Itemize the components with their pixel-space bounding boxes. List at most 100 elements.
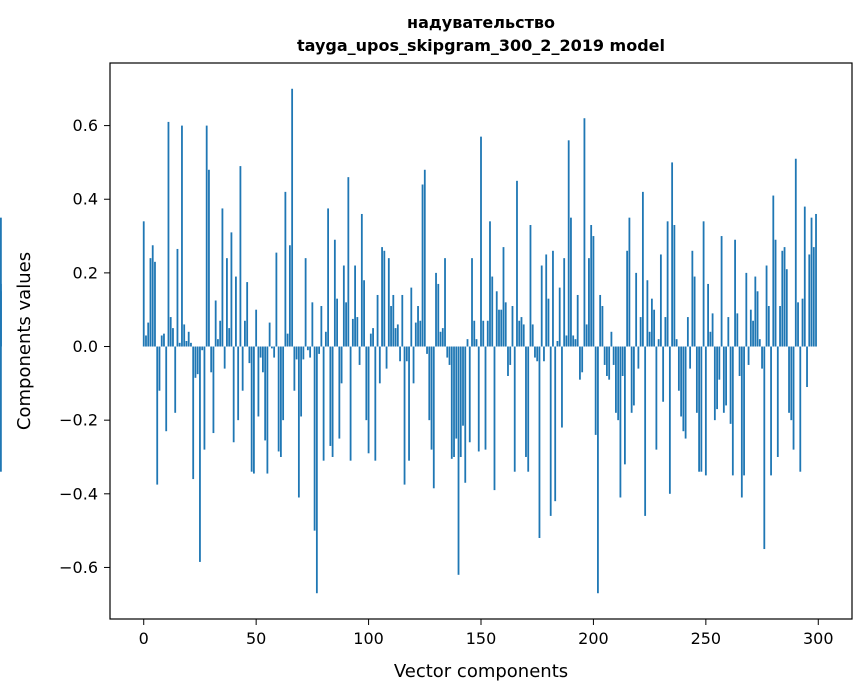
bar-196 [583,118,586,347]
bar-197 [585,324,588,347]
bar-205 [603,346,606,365]
bar-161 [504,302,507,347]
bar-undefined [0,346,2,472]
bar-154 [489,221,491,347]
bar-76 [313,346,316,531]
bar-249 [702,221,705,347]
bar-298 [812,247,815,347]
bar-105 [378,346,381,384]
bar-241 [684,346,687,439]
bar-163 [509,346,512,365]
bar-297 [810,217,813,347]
bar-34 [219,320,222,347]
bar-261 [729,346,732,424]
bar-45 [244,320,246,347]
bar-141 [459,346,462,457]
bar-244 [691,250,694,347]
bar-129 [432,346,435,489]
bar-295 [806,346,808,388]
bar-216 [628,217,631,347]
bar-213 [621,346,624,376]
bar-90 [345,302,347,347]
bar-132 [439,331,442,347]
bar-279 [770,346,772,476]
bar-167 [518,320,521,347]
bar-253 [711,313,714,347]
bar-28 [205,125,208,347]
y-tick-label: 0.6 [73,116,98,135]
bar-251 [707,283,709,347]
bar-285 [783,247,786,347]
x-axis-label: Vector components [394,661,568,682]
bar-210 [615,346,617,413]
bar-78 [318,346,321,354]
bar-288 [790,346,793,421]
x-tick-label: 50 [246,629,266,648]
bar-70 [300,346,303,417]
chart-title: надувательство [407,13,555,32]
bar-269 [747,346,750,365]
bar-219 [635,272,638,347]
bar-148 [475,339,478,347]
bar-71 [302,346,305,360]
bar-35 [221,208,224,347]
bar-25 [199,346,201,562]
bar-19 [185,341,188,347]
bar-286 [785,269,788,347]
bar-214 [624,346,626,465]
bar-200 [592,236,595,347]
bar-73 [306,346,309,351]
bar-115 [401,294,404,347]
bar-260 [727,317,730,347]
bar-9 [163,333,165,347]
bar-46 [246,282,249,347]
bar-40 [232,346,235,443]
bar-277 [765,265,768,347]
bar-160 [502,247,505,347]
bar-250 [704,346,707,476]
bar-294 [803,206,806,347]
bar-17 [181,125,183,347]
bar-282 [776,346,779,457]
bar-220 [637,346,640,369]
bar-175 [536,346,539,362]
y-tick-label: −0.6 [59,558,98,577]
bar-80 [322,346,325,461]
bar-140 [457,346,460,575]
bar-57 [270,346,273,349]
bar-113 [396,324,399,347]
bar-274 [758,339,761,347]
bar-149 [477,346,480,452]
bar-224 [646,280,649,347]
bar-239 [680,346,683,417]
bar-189 [567,140,570,347]
bar-191 [572,335,575,347]
bar-246 [695,346,698,413]
bar-168 [520,317,523,347]
bar-238 [677,346,680,391]
bar-284 [781,250,784,347]
bar-203 [599,294,602,347]
bar-233 [666,221,669,347]
bar-3 [149,258,152,347]
bar-192 [574,339,577,347]
y-tick-label: 0.4 [73,190,98,209]
bar-156 [493,346,496,491]
bar-130 [435,272,437,347]
bar-208 [610,331,613,347]
y-tick-label: 0.0 [73,337,98,356]
bar-10 [165,346,168,432]
bar-185 [558,287,561,347]
bar-248 [700,346,703,472]
bar-198 [588,258,590,347]
bar-95 [356,317,359,347]
x-tick-label: 200 [578,629,609,648]
y-tick-label: −0.2 [59,411,98,430]
bar-74 [309,346,312,358]
bar-54 [264,346,267,441]
chart-subtitle: tayga_upos_skipgram_300_2_2019 model [297,36,665,55]
bar-99 [365,346,368,421]
bar-66 [291,88,294,347]
bar-101 [369,333,372,347]
bar-119 [410,287,413,347]
